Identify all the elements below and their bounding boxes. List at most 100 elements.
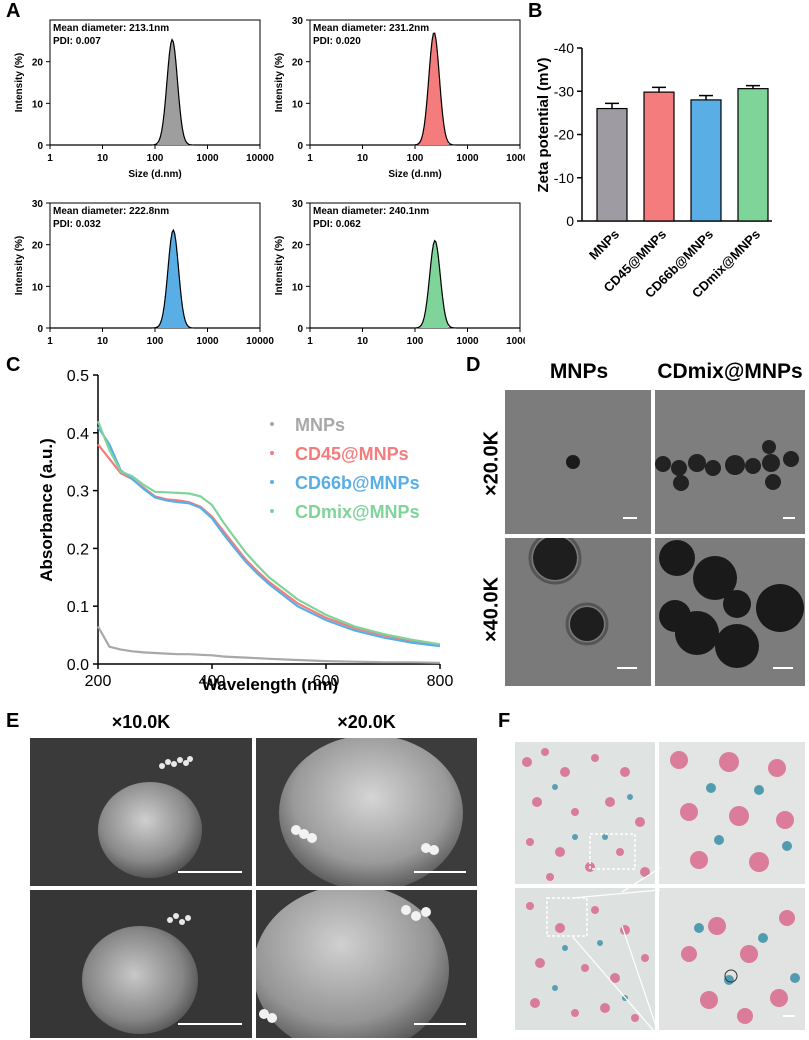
dls-mean-diameter: Mean diameter: 240.1nm xyxy=(313,206,429,217)
sem-image-1-20k xyxy=(256,738,477,886)
dls-x-tick-label: 10 xyxy=(357,153,369,164)
stain-image-2-zoom xyxy=(659,888,805,1030)
dls-y-tick-label: 10 xyxy=(292,282,304,293)
absorbance-x-tick-label: 600 xyxy=(313,673,340,690)
dls-y-tick-label: 30 xyxy=(292,199,304,210)
absorbance-y-tick-label: 0.3 xyxy=(67,484,89,501)
dls-x-tick-label: 1000 xyxy=(456,153,479,164)
absorbance-legend-marker xyxy=(270,451,274,455)
tem-col-header-cdmix: CDmix@MNPs xyxy=(657,360,803,383)
dls-plot-cdmix-mnps: 1101001000100000102030Size (d.nm)Intensi… xyxy=(274,199,525,347)
zeta-y-tick-label: 0 xyxy=(566,213,574,229)
tem-image-cdmix-40k xyxy=(655,538,805,686)
absorbance-y-tick-label: 0.1 xyxy=(67,599,89,616)
panel-label-e: E xyxy=(6,710,20,732)
dls-x-tick-label: 10 xyxy=(97,153,109,164)
absorbance-legend-marker xyxy=(270,480,274,484)
dls-x-tick-label: 10000 xyxy=(506,336,525,347)
absorbance-line-chart: Absorbance (a.u.) Wavelength (nm) 0.0 0.1… xyxy=(37,368,454,694)
sem-col-header-10k: ×10.0K xyxy=(111,712,171,732)
absorbance-x-tick-label: 400 xyxy=(199,673,226,690)
dls-x-tick-label: 1000 xyxy=(196,336,219,347)
zeta-bar xyxy=(737,88,769,222)
absorbance-y-tick-label: 0.0 xyxy=(67,657,89,674)
stain-image-1-zoom xyxy=(659,742,805,884)
dls-pdi: PDI: 0.007 xyxy=(53,36,101,47)
tem-image-mnps-40k xyxy=(505,538,651,686)
absorbance-series-line xyxy=(97,625,441,664)
tem-col-header-mnps: MNPs xyxy=(549,360,609,383)
dls-x-tick-label: 10 xyxy=(357,336,369,347)
panel-label-a: A xyxy=(6,0,21,22)
absorbance-x-tick-label: 200 xyxy=(85,673,112,690)
absorbance-marks: 0.0 0.1 0.2 0.3 0.4 0.5 200 400 600 800 MNPs CD45@M… xyxy=(67,368,454,690)
dls-x-tick-label: 1 xyxy=(47,153,53,164)
zoom-connector-lines xyxy=(571,867,661,1038)
dls-mean-diameter: Mean diameter: 213.1nm xyxy=(53,23,169,34)
dls-mean-diameter: Mean diameter: 222.8nm xyxy=(53,206,169,217)
dls-y-axis-label: Intensity (%) xyxy=(274,53,285,112)
sem-image-2-10k xyxy=(30,890,252,1038)
panel-label-d: D xyxy=(466,354,481,376)
dls-x-tick-label: 10000 xyxy=(506,153,525,164)
zeta-y-tick-label: -30 xyxy=(554,83,574,99)
dls-y-tick-label: 10 xyxy=(32,99,44,110)
absorbance-x-tick-label: 800 xyxy=(427,673,454,690)
sem-image-2-20k xyxy=(256,890,477,1038)
zeta-y-tick-label: -20 xyxy=(554,127,574,143)
dls-pdi: PDI: 0.020 xyxy=(313,36,361,47)
zeta-y-tick-label: -40 xyxy=(554,40,574,56)
dls-y-tick-label: 0 xyxy=(37,324,43,335)
zeta-y-tick-label: -10 xyxy=(554,170,574,186)
dls-x-tick-label: 10000 xyxy=(246,153,274,164)
zeta-bar xyxy=(643,91,675,222)
panel-label-f: F xyxy=(498,710,511,732)
panel-label-c: C xyxy=(6,354,21,376)
dls-y-tick-label: 30 xyxy=(32,199,44,210)
dls-plot-cd66b-mnps: 1101001000100000102030Size (d.nm)Intensi… xyxy=(14,199,274,347)
dls-fit-curve xyxy=(50,38,260,146)
panel-label-b: B xyxy=(528,0,543,22)
dls-x-tick-label: 1 xyxy=(307,153,313,164)
absorbance-legend-marker xyxy=(270,509,274,513)
dls-y-tick-label: 10 xyxy=(32,282,44,293)
dls-y-tick-label: 20 xyxy=(32,58,44,69)
zeta-marks: 0-10-20-30-40MNPsCD45@MNPsCD66b@MNPsCDmi… xyxy=(554,40,772,301)
absorbance-legend-marker xyxy=(270,422,274,426)
dls-plot-cd45-mnps: 1 10 100 1000 10000 0 10 20 30 Size (d.nm) Intensi… xyxy=(274,16,525,180)
dls-x-axis-label: Size (d.nm) xyxy=(128,169,181,180)
dls-x-tick-label: 10000 xyxy=(246,336,274,347)
dls-fit-curve xyxy=(310,32,520,146)
absorbance-legend-label: MNPs xyxy=(295,415,345,435)
dls-y-axis-label: Intensity (%) xyxy=(274,236,285,295)
dls-y-tick-label: 10 xyxy=(292,99,304,110)
dls-x-tick-label: 10 xyxy=(97,336,109,347)
zeta-category-label: MNPs xyxy=(586,227,622,263)
absorbance-series-line xyxy=(96,420,441,646)
zeta-bar xyxy=(596,107,628,222)
zeta-y-axis-label: Zeta potential (mV) xyxy=(535,57,552,192)
dls-x-tick-label: 1 xyxy=(307,336,313,347)
absorbance-legend-label: CDmix@MNPs xyxy=(295,502,420,522)
tem-image-mnps-20k xyxy=(505,390,651,534)
absorbance-y-tick-label: 0.4 xyxy=(67,426,89,443)
dls-pdi: PDI: 0.032 xyxy=(53,219,101,230)
absorbance-series-line xyxy=(97,426,441,648)
sem-image-1-10k xyxy=(30,738,252,886)
dls-x-axis-label: Size (d.nm) xyxy=(388,169,441,180)
stain-image-2-overview xyxy=(515,888,655,1030)
absorbance-legend-label: CD45@MNPs xyxy=(295,444,409,464)
dls-x-tick-label: 1 xyxy=(47,336,53,347)
tem-image-cdmix-20k xyxy=(655,390,805,534)
dls-x-tick-label: 100 xyxy=(407,153,424,164)
dls-plot-mnps: 1 10 100 1000 10000 0 10 20 Size (d.nm) Intensity… xyxy=(14,19,274,180)
dls-y-tick-label: 30 xyxy=(292,16,304,27)
absorbance-x-axis-label: Wavelength (nm) xyxy=(202,675,338,694)
dls-y-tick-label: 0 xyxy=(297,141,303,152)
zeta-potential-bar-chart: Zeta potential (mV) 0-10-20-30-40MNPsCD4… xyxy=(535,40,772,301)
sem-col-header-20k: ×20.0K xyxy=(337,712,396,732)
dls-x-tick-label: 100 xyxy=(147,336,164,347)
zeta-bar xyxy=(690,99,722,222)
dls-y-tick-label: 0 xyxy=(37,141,43,152)
